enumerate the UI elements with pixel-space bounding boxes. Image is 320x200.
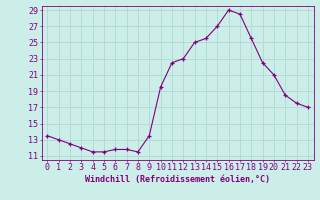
X-axis label: Windchill (Refroidissement éolien,°C): Windchill (Refroidissement éolien,°C) (85, 175, 270, 184)
